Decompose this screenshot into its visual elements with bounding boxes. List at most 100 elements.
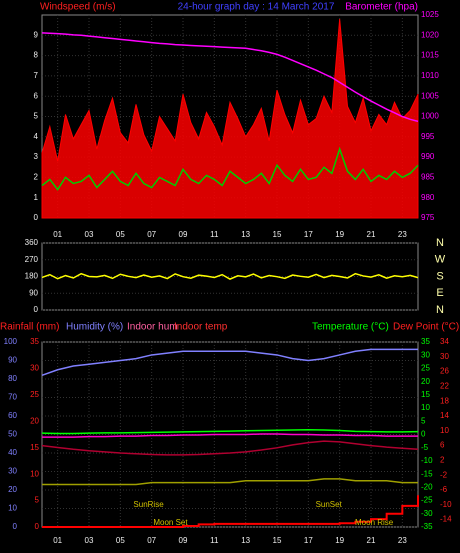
y3-tick-label: 30 (30, 364, 39, 373)
x-tick-label: 19 (335, 536, 344, 545)
series-line (41, 32, 419, 123)
x-tick-label: 19 (335, 230, 344, 239)
y4-tick-label: 6 (440, 441, 445, 450)
windspeed-label: Windspeed (m/s) (40, 2, 116, 13)
y4-tick-label: 22 (440, 382, 449, 391)
y-tick-label: 10 (8, 504, 17, 513)
y2-tick-label: 980 (421, 193, 435, 202)
y4-tick-label: -14 (440, 515, 452, 524)
y-tick-label: 90 (8, 356, 17, 365)
y2-tick-label: -20 (421, 482, 433, 491)
y2-tick-label: 5 (421, 416, 426, 425)
y4-tick-label: 2 (440, 456, 445, 465)
y2-tick-label: 975 (421, 213, 435, 222)
y4-tick-label: 26 (440, 367, 449, 376)
y2-tick-label: 30 (421, 350, 430, 359)
x-tick-label: 21 (367, 230, 376, 239)
dew-point-label: Dew Point (°C) (393, 322, 459, 333)
y2-tick-label: -5 (421, 443, 429, 452)
x-tick-label: 03 (85, 230, 94, 239)
y2-tick-label: 995 (421, 132, 435, 141)
y-tick-label: 9 (34, 30, 39, 39)
y-tick-label: 80 (8, 374, 17, 383)
indoor-hum-label: Indoor hum (127, 322, 178, 333)
y4-tick-label: -6 (440, 485, 448, 494)
x-tick-label: 15 (273, 536, 282, 545)
y2-tick-label: 1020 (421, 30, 439, 39)
y-tick-label: 1 (34, 193, 39, 202)
x-tick-label: 17 (304, 536, 313, 545)
y2-tick-label: -35 (421, 522, 433, 531)
y3-tick-label: 5 (35, 496, 40, 505)
y-tick-label: 3 (34, 152, 39, 161)
y2-tick-label: 1025 (421, 10, 439, 19)
y2-tick-label: -30 (421, 509, 433, 518)
humidity-label: Humidity (%) (66, 322, 123, 333)
y-tick-label: 270 (25, 255, 39, 264)
y-tick-label: 0 (34, 213, 39, 222)
y2-tick-label: 10 (421, 403, 430, 412)
chart-title: 24-hour graph day : 14 March 2017 (178, 2, 335, 13)
y2-tick-label: -10 (421, 456, 433, 465)
annotation: Moon Set (153, 518, 188, 527)
y-tick-label: 40 (8, 448, 17, 457)
x-tick-label: 23 (398, 230, 407, 239)
x-tick-label: 05 (116, 230, 125, 239)
y-tick-label: 20 (8, 485, 17, 494)
compass-label: N (436, 304, 444, 316)
x-tick-label: 05 (116, 536, 125, 545)
series-line (41, 440, 419, 456)
y4-tick-label: 10 (440, 426, 449, 435)
x-tick-label: 15 (273, 230, 282, 239)
y2-tick-label: 0 (421, 430, 426, 439)
series-line (42, 478, 418, 486)
x-tick-label: 13 (241, 230, 250, 239)
y4-tick-label: -10 (440, 500, 452, 509)
y4-tick-label: 34 (440, 337, 449, 346)
y2-tick-label: 985 (421, 173, 435, 182)
y-tick-label: 70 (8, 393, 17, 402)
y-tick-label: 60 (8, 411, 17, 420)
y-tick-label: 180 (25, 272, 39, 281)
y2-tick-label: 1005 (421, 91, 439, 100)
compass-label: W (435, 254, 446, 266)
y4-tick-label: 14 (440, 411, 449, 420)
temperature-label: Temperature (°C) (312, 322, 389, 333)
y2-tick-label: 25 (421, 364, 430, 373)
y-tick-label: 50 (8, 430, 17, 439)
y4-tick-label: 30 (440, 352, 449, 361)
y2-tick-label: 1015 (421, 51, 439, 60)
compass-label: E (436, 287, 443, 299)
y2-tick-label: 990 (421, 152, 435, 161)
y-tick-label: 4 (34, 132, 39, 141)
y3-tick-label: 10 (30, 469, 39, 478)
x-tick-label: 11 (210, 230, 219, 239)
y-tick-label: 7 (34, 71, 39, 80)
y3-tick-label: 0 (35, 522, 40, 531)
y-tick-label: 100 (4, 337, 18, 346)
series-line (41, 428, 419, 435)
y2-tick-label: 1010 (421, 71, 439, 80)
series-line (41, 272, 419, 280)
indoor-temp-label: Indoor temp (174, 322, 228, 333)
barometer-label: Barometer (hpa) (345, 2, 418, 13)
y2-tick-label: -15 (421, 469, 433, 478)
y2-tick-label: 1000 (421, 112, 439, 121)
y4-tick-label: 18 (440, 396, 449, 405)
x-tick-label: 01 (53, 536, 62, 545)
y-tick-label: 30 (8, 467, 17, 476)
compass-label: N (436, 237, 444, 249)
x-tick-label: 01 (53, 230, 62, 239)
y-tick-label: 0 (13, 522, 18, 531)
series-line (42, 433, 418, 438)
annotation: SunSet (316, 500, 343, 509)
y3-tick-label: 25 (30, 390, 39, 399)
x-tick-label: 11 (210, 536, 219, 545)
y-tick-label: 360 (25, 238, 39, 247)
y-tick-label: 8 (34, 51, 39, 60)
x-tick-label: 09 (179, 230, 188, 239)
y-tick-label: 0 (34, 305, 39, 314)
y-tick-label: 2 (34, 173, 39, 182)
x-tick-label: 07 (147, 230, 156, 239)
annotation: SunRise (133, 500, 164, 509)
